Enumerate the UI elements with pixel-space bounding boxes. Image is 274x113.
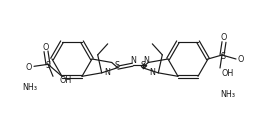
Text: N: N	[130, 56, 136, 65]
Text: O: O	[238, 55, 244, 64]
Text: O: O	[43, 42, 49, 51]
Text: S: S	[115, 60, 120, 69]
Text: S: S	[45, 60, 51, 69]
Text: O: O	[221, 33, 227, 42]
Text: S: S	[221, 52, 226, 61]
Text: OH: OH	[59, 75, 71, 84]
Text: N: N	[105, 68, 111, 77]
Text: N: N	[149, 68, 155, 77]
Text: NH₃: NH₃	[220, 90, 235, 99]
Text: NH₃: NH₃	[22, 83, 37, 92]
Text: O: O	[26, 62, 32, 71]
Text: N: N	[143, 56, 149, 65]
Text: S: S	[140, 60, 145, 69]
Text: OH: OH	[222, 69, 234, 78]
